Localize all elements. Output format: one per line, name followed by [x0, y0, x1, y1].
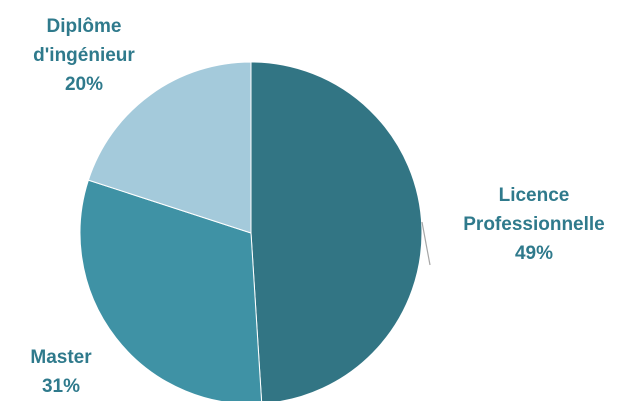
slice-category-label: Diplôme: [47, 16, 122, 37]
slice-diplome-ingenieur: [87, 61, 252, 234]
slice-percent-label: 49%: [515, 243, 553, 264]
slice-licence-professionnelle: [250, 61, 423, 401]
slice-category-label: Master: [30, 347, 92, 368]
label-diplome-ingenieur: Diplôme d'ingénieur 20%: [33, 16, 135, 95]
slice-percent-label: 31%: [42, 376, 80, 397]
slice-percent-label: 20%: [65, 74, 103, 95]
slice-master: [79, 179, 263, 401]
slice-category-label: Professionnelle: [463, 214, 605, 235]
label-licence-professionnelle: Licence Professionnelle 49%: [463, 185, 605, 264]
leader-line-licence-professionnelle: [421, 221, 431, 266]
slice-category-label: Licence: [499, 185, 570, 206]
slice-category-label: d'ingénieur: [33, 45, 135, 66]
label-master: Master 31%: [30, 347, 92, 397]
